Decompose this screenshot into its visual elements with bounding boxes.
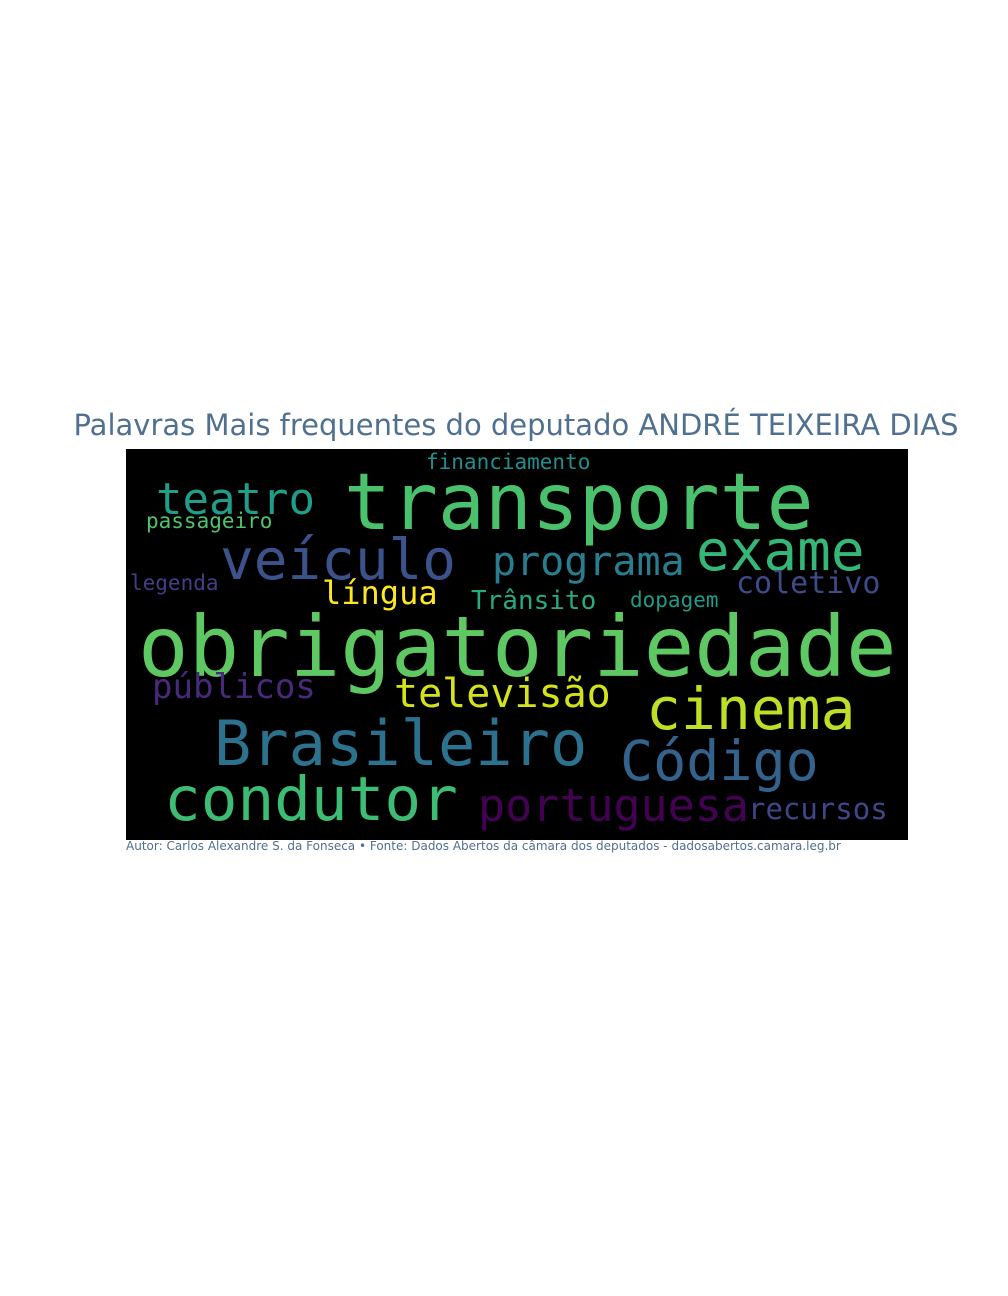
word-televisao: televisão [394, 671, 611, 717]
word-cloud: obrigatoriedade transporte veículo exame… [126, 449, 908, 840]
word-cinema: cinema [646, 675, 856, 743]
word-portuguesa: portuguesa [478, 779, 749, 832]
chart-title: Palavras Mais frequentes do deputado AND… [73, 408, 959, 442]
word-teatro: teatro [156, 474, 315, 525]
word-coletivo: coletivo [736, 566, 881, 601]
word-transito: Trânsito [471, 586, 597, 616]
word-condutor: condutor [164, 764, 458, 835]
word-brasileiro: Brasileiro [214, 707, 588, 780]
word-lingua: língua [322, 574, 438, 612]
word-codigo: Código [620, 729, 819, 793]
word-publicos: públicos [152, 667, 316, 707]
word-passageiro: passageiro [146, 509, 273, 533]
word-legenda: legenda [130, 571, 219, 595]
word-recursos: recursos [748, 792, 888, 826]
word-exame: exame [696, 519, 865, 584]
word-programa: programa [492, 539, 685, 585]
word-financiamento: financiamento [426, 450, 591, 474]
word-dopagem: dopagem [630, 588, 719, 612]
word-obrigatoriedade: obrigatoriedade [138, 598, 897, 696]
word-transporte: transporte [344, 458, 814, 548]
source-credit: Autor: Carlos Alexandre S. da Fonseca • … [126, 839, 841, 853]
word-veiculo: veículo [220, 528, 457, 593]
